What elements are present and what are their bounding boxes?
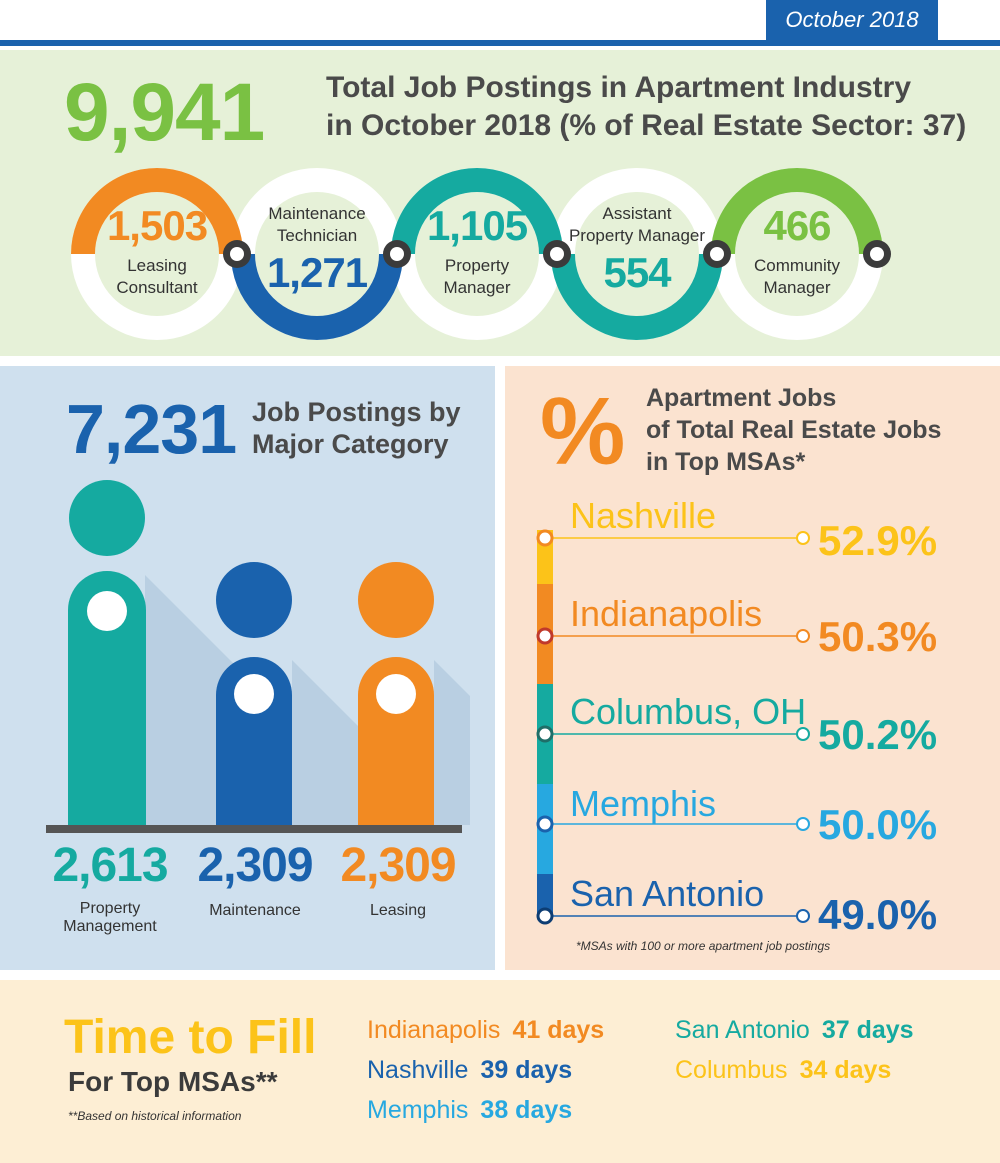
msa-city-memphis: Memphis xyxy=(570,783,717,824)
ring-arc-1 xyxy=(71,168,243,255)
ring-arc-5 xyxy=(711,168,883,255)
ring-label-community-manager-1: Community xyxy=(754,256,840,275)
report-date: October 2018 xyxy=(766,0,938,40)
ttf-days-columbus: 34 days xyxy=(799,1056,892,1084)
ring-label-maintenance-technician-2: Technician xyxy=(276,226,358,245)
ring-label-assistant-pm-2: Property Manager xyxy=(568,226,706,245)
ttf-city-columbus: Columbus xyxy=(675,1056,788,1084)
msa-timeline xyxy=(536,529,810,925)
header-rule xyxy=(0,40,1000,46)
ttf-row-memphis: Memphis 38 days xyxy=(367,1096,572,1125)
time-to-fill-footnote: **Based on historical information xyxy=(68,1109,242,1123)
category-total: 7,231 xyxy=(66,390,237,468)
ring-value-leasing-consultant: 1,503 xyxy=(106,202,208,249)
category-value-maintenance: 2,309 xyxy=(197,839,313,892)
ttf-row-columbus: Columbus 34 days xyxy=(675,1056,891,1085)
ttf-city-memphis: Memphis xyxy=(367,1096,469,1124)
category-value-property: 2,613 xyxy=(52,839,168,892)
msa-city-san-antonio: San Antonio xyxy=(570,873,765,914)
figure-body-property xyxy=(68,571,146,825)
ttf-city-nashville: Nashville xyxy=(367,1056,469,1084)
ring-arc-4 xyxy=(551,253,723,340)
msa-pct-san-antonio: 49.0% xyxy=(818,891,938,938)
ring-knobs xyxy=(223,240,891,268)
ring-value-property-manager: 1,105 xyxy=(426,202,528,249)
ring-arc-2 xyxy=(231,253,403,340)
ttf-days-indianapolis: 41 days xyxy=(512,1016,605,1044)
category-label-property-2: Management xyxy=(63,918,157,935)
msa-pct-columbus: 50.2% xyxy=(818,711,938,758)
ttf-row-nashville: Nashville 39 days xyxy=(367,1056,572,1085)
ring-value-assistant-pm: 554 xyxy=(603,249,671,296)
ttf-city-san-antonio: San Antonio xyxy=(675,1016,810,1044)
figure-head-maintenance xyxy=(216,562,292,638)
msa-pct-nashville: 52.9% xyxy=(818,517,938,564)
overview-title-line2: in October 2018 (% of Real Estate Sector… xyxy=(326,109,967,142)
category-value-leasing: 2,309 xyxy=(340,839,456,892)
msa-title-line3: in Top MSAs* xyxy=(646,448,806,476)
msa-section xyxy=(505,366,1000,970)
ring-label-maintenance-technician-1: Maintenance xyxy=(268,204,366,223)
ring-label-property-manager-1: Property xyxy=(444,256,510,275)
category-label-maintenance: Maintenance xyxy=(209,902,301,919)
ttf-days-san-antonio: 37 days xyxy=(821,1016,914,1044)
percent-symbol: % xyxy=(540,378,625,485)
ring-value-maintenance-technician: 1,271 xyxy=(266,249,368,296)
msa-pct-indianapolis: 50.3% xyxy=(818,613,938,660)
category-label-property-1: Property xyxy=(79,900,141,917)
ttf-row-san-antonio: San Antonio 37 days xyxy=(675,1016,914,1045)
ring-label-leasing-consultant-2: Consultant xyxy=(116,278,198,297)
msa-city-nashville: Nashville xyxy=(570,495,717,536)
category-label-leasing: Leasing xyxy=(369,902,427,919)
msa-title-line2: of Total Real Estate Jobs xyxy=(646,416,942,444)
time-to-fill-title: Time to Fill xyxy=(64,1011,317,1064)
figure-head-leasing xyxy=(358,562,434,638)
category-pictogram xyxy=(46,480,470,833)
msa-city-columbus: Columbus, OH xyxy=(570,691,807,732)
ttf-days-nashville: 39 days xyxy=(480,1056,573,1084)
ttf-days-memphis: 38 days xyxy=(480,1096,573,1124)
rings-graphic xyxy=(71,168,891,340)
category-title-line2: Major Category xyxy=(252,429,449,459)
total-postings: 9,941 xyxy=(64,67,265,158)
ring-label-community-manager-2: Manager xyxy=(763,278,831,297)
msa-footnote: *MSAs with 100 or more apartment job pos… xyxy=(576,939,831,953)
msa-pct-memphis: 50.0% xyxy=(818,801,938,848)
ring-label-property-manager-2: Manager xyxy=(443,278,511,297)
msa-city-indianapolis: Indianapolis xyxy=(570,593,763,634)
ttf-row-indianapolis: Indianapolis 41 days xyxy=(367,1016,604,1045)
ttf-city-indianapolis: Indianapolis xyxy=(367,1016,501,1044)
time-to-fill-section xyxy=(0,980,1000,1163)
msa-title-line1: Apartment Jobs xyxy=(646,384,837,412)
figure-head-property xyxy=(69,480,145,556)
ring-label-assistant-pm-1: Assistant xyxy=(602,204,672,223)
overview-title-line1: Total Job Postings in Apartment Industry xyxy=(326,71,912,104)
category-title-line1: Job Postings by xyxy=(252,397,461,427)
ring-label-leasing-consultant-1: Leasing xyxy=(127,256,187,275)
ring-arc-3 xyxy=(391,168,563,255)
ring-value-community-manager: 466 xyxy=(763,202,831,249)
time-to-fill-subtitle: For Top MSAs** xyxy=(68,1066,278,1097)
